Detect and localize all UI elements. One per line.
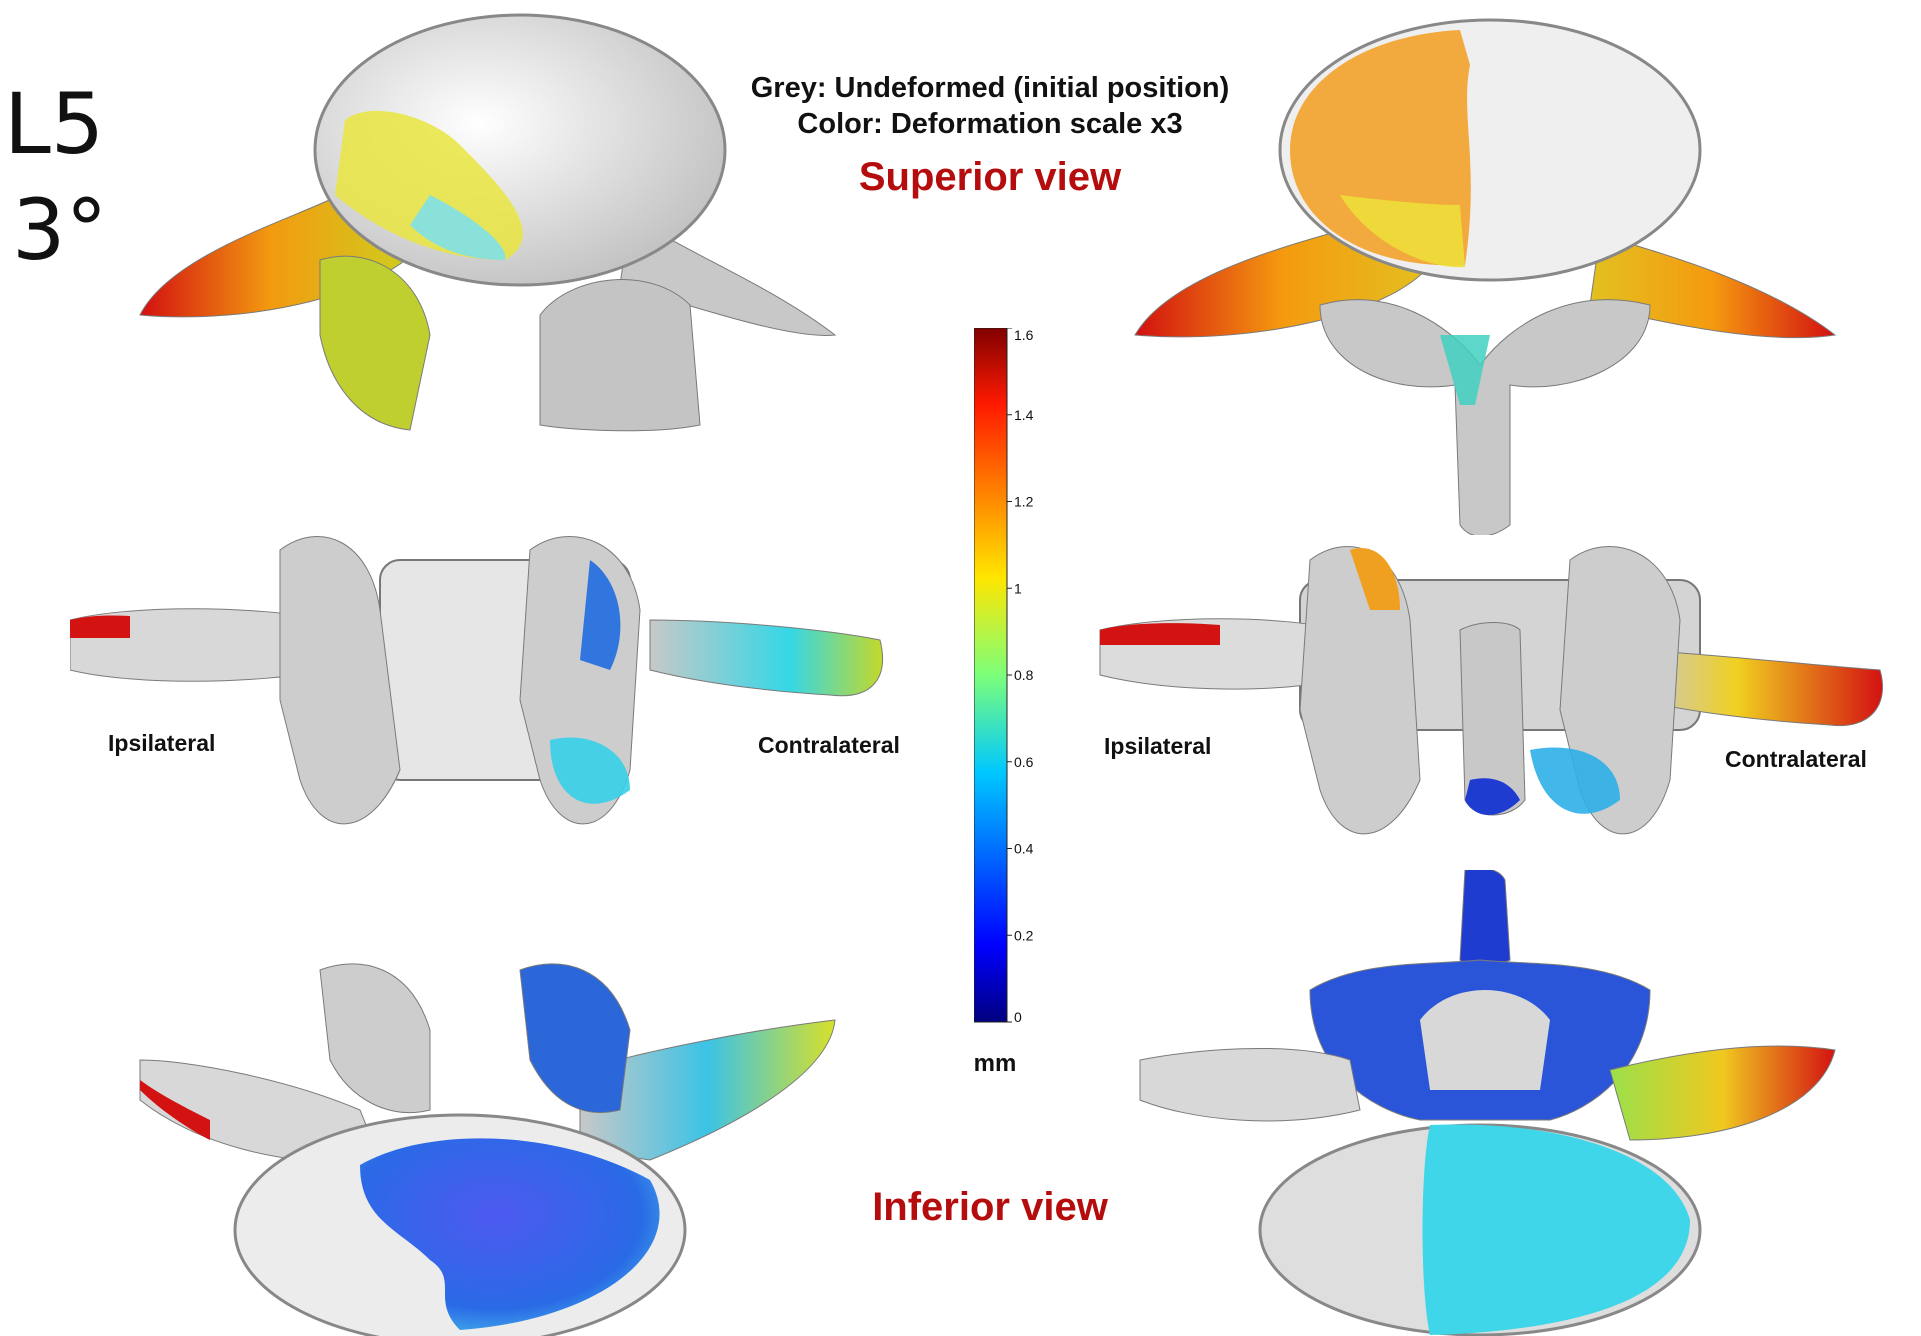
facet-left — [279, 536, 401, 825]
colorbar-tick-label: 0.2 — [1014, 927, 1034, 943]
body-deformation-patch — [360, 1138, 660, 1330]
lamina — [1319, 299, 1651, 535]
vertebra-posterior-right — [1099, 546, 1884, 835]
vertebra-superior-left — [139, 13, 837, 432]
facet-right — [519, 963, 631, 1114]
colorbar-tick-label: 1.6 — [1014, 328, 1034, 343]
facet-left — [319, 963, 431, 1114]
transverse-process-right — [649, 619, 884, 697]
legend-grey-label: Grey: Undeformed (initial position) — [750, 72, 1230, 104]
spinous-process — [1459, 870, 1511, 968]
superior-view-title: Superior view — [858, 155, 1122, 199]
deformation-colorbar: 1.6 1.4 1.2 1 0.8 0.6 0.4 0.2 0 — [973, 327, 1064, 1033]
colorbar-tick-label: 1.2 — [1014, 494, 1034, 510]
colorbar-unit-label: mm — [973, 1050, 1017, 1077]
inferior-view-title: Inferior view — [872, 1185, 1108, 1229]
transverse-process-left — [1139, 1047, 1361, 1122]
colorbar-tick-label: 0.4 — [1014, 841, 1034, 857]
pedicle-left — [319, 255, 431, 431]
vertebra-posterior-left — [70, 536, 884, 825]
right-ipsilateral-label: Ipsilateral — [1104, 733, 1212, 759]
pedicle-right — [539, 279, 701, 432]
legend-color-label: Color: Deformation scale x3 — [797, 108, 1183, 140]
body-deformation-patch — [1422, 1124, 1690, 1335]
transverse-process-right — [579, 1019, 836, 1161]
colorbar-tick-label: 0.6 — [1014, 754, 1034, 770]
colorbar-gradient — [973, 327, 1008, 1023]
transverse-process-right — [1589, 234, 1837, 339]
colorbar-tick-label: 0 — [1014, 1009, 1022, 1025]
left-contralateral-label: Contralateral — [758, 732, 900, 758]
transverse-process-right — [1639, 649, 1884, 727]
colorbar-tick-label: 0.8 — [1014, 667, 1034, 683]
vertebra-inferior-right — [1139, 870, 1836, 1336]
vertebra-inferior-left — [139, 963, 836, 1336]
transverse-process-right — [1609, 1045, 1836, 1141]
right-contralateral-label: Contralateral — [1725, 746, 1867, 772]
vertebra-superior-right — [1134, 18, 1837, 535]
rotation-angle-label: 3° — [12, 181, 108, 279]
vertebra-level-label: L5 — [4, 75, 105, 173]
colorbar-tick-label: 1 — [1014, 580, 1022, 596]
left-ipsilateral-label: Ipsilateral — [108, 730, 216, 756]
colorbar-tick-label: 1.4 — [1014, 407, 1034, 423]
facet-left — [1299, 546, 1421, 835]
